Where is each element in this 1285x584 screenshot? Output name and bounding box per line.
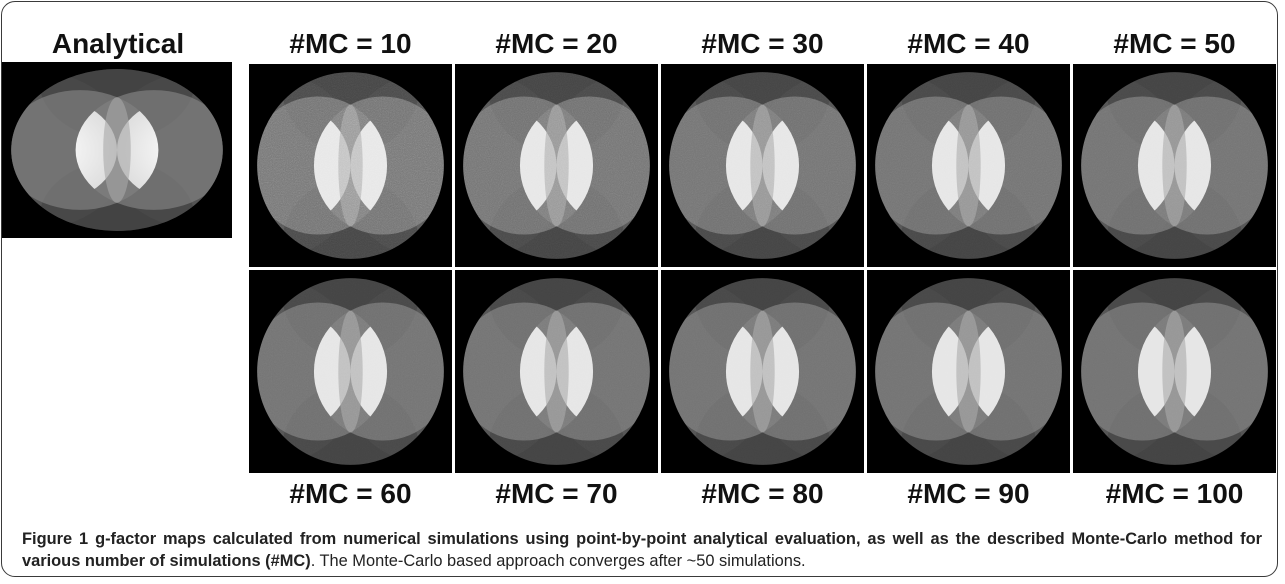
analytical-label: Analytical (51, 28, 185, 59)
bottom-label-1: #MC = 60 (289, 478, 412, 509)
gfactor-map-mc-70 (455, 270, 658, 473)
gfactor-map-mc-80 (661, 270, 864, 473)
gfactor-map-mc-90 (867, 270, 1070, 473)
top-label-1: #MC = 10 (289, 28, 412, 59)
gfactor-map-mc-100 (1073, 270, 1276, 473)
bottom-label-4: #MC = 90 (907, 478, 1030, 509)
top-label-3: #MC = 30 (701, 28, 824, 59)
top-label-4: #MC = 40 (907, 28, 1030, 59)
gfactor-map-mc-50 (1073, 64, 1276, 267)
caption-figure-number: Figure 1 (22, 530, 89, 548)
gfactor-map-mc-40 (867, 64, 1070, 267)
figure-caption: Figure 1 g-factor maps calculated from n… (22, 528, 1262, 572)
gfactor-map-mc-30 (661, 64, 864, 267)
bottom-label-5: #MC = 100 (1105, 478, 1244, 509)
bottom-label-3: #MC = 80 (701, 478, 824, 509)
caption-regular-text: . The Monte-Carlo based approach converg… (310, 552, 806, 570)
top-label-2: #MC = 20 (495, 28, 618, 59)
gfactor-map-mc-10 (249, 64, 452, 267)
caption-bold-text: g-factor maps calculated from numerical … (22, 530, 1262, 570)
bottom-label-2: #MC = 70 (495, 478, 618, 509)
gfactor-map-mc-60 (249, 270, 452, 473)
gfactor-map-mc-20 (455, 64, 658, 267)
top-label-5: #MC = 50 (1113, 28, 1236, 59)
analytical-gfactor-map (2, 62, 232, 238)
